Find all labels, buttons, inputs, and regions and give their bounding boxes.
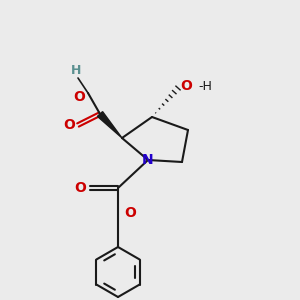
Text: N: N bbox=[142, 153, 154, 167]
Text: O: O bbox=[73, 90, 85, 104]
Polygon shape bbox=[98, 112, 122, 138]
Text: H: H bbox=[71, 64, 81, 77]
Text: O: O bbox=[124, 206, 136, 220]
Text: -H: -H bbox=[198, 80, 212, 92]
Text: O: O bbox=[180, 79, 192, 93]
Text: O: O bbox=[63, 118, 75, 132]
Text: O: O bbox=[74, 181, 86, 195]
